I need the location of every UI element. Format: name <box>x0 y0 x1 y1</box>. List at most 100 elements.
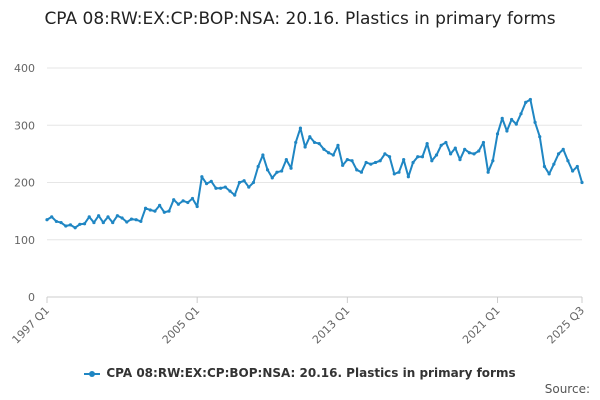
data-point <box>575 164 579 169</box>
data-point <box>139 219 143 224</box>
data-point <box>158 203 162 207</box>
data-point <box>214 186 218 190</box>
data-point <box>294 140 298 145</box>
data-point <box>425 141 429 146</box>
data-point <box>556 152 561 156</box>
data-point <box>519 112 523 116</box>
data-point <box>143 206 148 210</box>
data-point <box>167 209 171 213</box>
data-point <box>312 140 317 145</box>
data-point <box>68 223 73 227</box>
data-point <box>275 170 279 174</box>
data-point <box>64 224 68 228</box>
data-point <box>336 143 340 147</box>
data-point <box>524 100 528 104</box>
data-point <box>228 189 232 193</box>
data-point <box>542 164 547 169</box>
x-tick-label: 2013 Q1 <box>310 304 353 347</box>
data-point <box>106 215 110 219</box>
data-point <box>120 216 124 220</box>
x-tick-label: 2021 Q1 <box>460 304 503 347</box>
data-point <box>298 126 303 130</box>
data-point <box>561 147 565 151</box>
data-point <box>387 155 392 159</box>
data-point <box>209 179 213 183</box>
data-point <box>444 140 448 145</box>
data-point <box>491 159 495 163</box>
data-point <box>510 117 514 122</box>
data-point <box>552 162 556 166</box>
data-point <box>378 159 382 163</box>
data-point <box>125 220 129 224</box>
x-tick-label: 1997 Q1 <box>10 304 53 347</box>
data-point <box>477 149 481 153</box>
data-point <box>172 198 176 202</box>
data-point <box>54 219 58 224</box>
y-axis-ticks: 0 100 200 300 400 <box>14 62 35 304</box>
y-tick-label: 0 <box>28 291 35 304</box>
data-point <box>514 122 518 126</box>
x-tick-label: 2005 Q1 <box>160 304 203 347</box>
data-point <box>78 222 82 226</box>
data-point <box>331 153 335 157</box>
data-point <box>284 158 288 162</box>
data-point <box>308 135 312 139</box>
data-point <box>176 202 181 206</box>
y-tick-label: 400 <box>14 62 35 75</box>
data-point <box>247 185 251 189</box>
data-point <box>322 147 326 151</box>
data-point <box>369 162 373 166</box>
data-point <box>200 175 204 179</box>
data-point <box>219 186 223 190</box>
legend-label: CPA 08:RW:EX:CP:BOP:NSA: 20.16. Plastics… <box>106 366 516 380</box>
data-point <box>566 159 570 163</box>
series-group <box>45 97 584 230</box>
data-point <box>528 97 532 102</box>
data-point <box>326 151 331 155</box>
data-point <box>505 129 509 133</box>
data-point <box>92 220 96 225</box>
data-point <box>448 152 453 156</box>
data-point <box>223 185 227 189</box>
data-point <box>280 169 284 173</box>
data-point <box>341 163 345 167</box>
source-credit: Source: <box>544 382 590 396</box>
data-point <box>181 199 185 203</box>
legend-line-marker-icon <box>84 369 101 378</box>
data-point <box>162 210 166 214</box>
data-point <box>251 180 256 185</box>
data-point <box>420 155 425 159</box>
data-point <box>533 120 537 124</box>
y-tick-label: 100 <box>14 234 35 247</box>
data-point <box>317 141 321 146</box>
data-point <box>129 217 134 221</box>
data-point <box>411 160 415 165</box>
data-point <box>416 155 420 159</box>
data-point <box>364 160 368 165</box>
data-point <box>355 168 359 172</box>
legend[interactable]: CPA 08:RW:EX:CP:BOP:NSA: 20.16. Plastics… <box>0 366 600 381</box>
data-point <box>233 193 237 197</box>
data-point <box>195 204 199 209</box>
data-point <box>73 226 77 230</box>
legend-item[interactable]: CPA 08:RW:EX:CP:BOP:NSA: 20.16. Plastics… <box>84 366 516 380</box>
data-point <box>430 159 434 163</box>
data-point <box>580 180 584 185</box>
chart-title: CPA 08:RW:EX:CP:BOP:NSA: 20.16. Plastics… <box>44 9 556 29</box>
data-point <box>350 159 354 163</box>
data-point <box>111 220 115 225</box>
data-point <box>406 175 410 179</box>
data-point <box>204 182 209 186</box>
data-point <box>500 116 504 120</box>
y-tick-label: 300 <box>14 119 35 132</box>
data-point <box>59 220 63 225</box>
grid-lines <box>47 67 582 241</box>
data-point <box>261 153 265 157</box>
data-point <box>45 218 49 222</box>
data-point <box>359 170 364 174</box>
data-point <box>453 146 457 150</box>
data-point <box>115 214 119 218</box>
data-point <box>265 168 270 172</box>
y-tick-label: 200 <box>14 177 35 190</box>
